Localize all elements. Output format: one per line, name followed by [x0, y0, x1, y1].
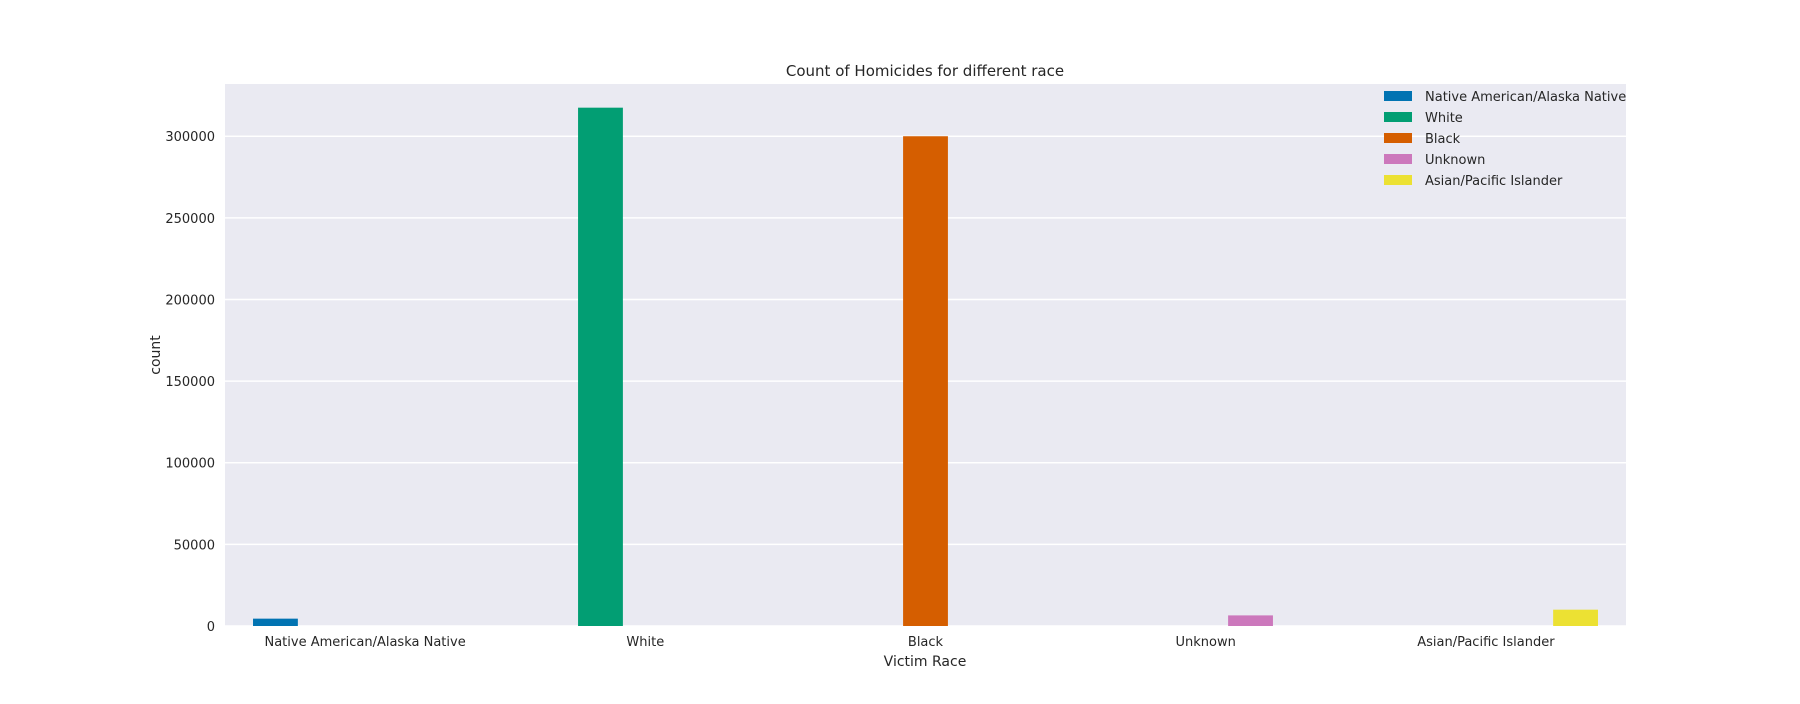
y-tick-label: 100000 [165, 457, 215, 472]
legend-swatch [1384, 112, 1412, 122]
bar-asian-pacific-islander [1553, 609, 1598, 626]
legend-label: Black [1425, 132, 1461, 147]
legend-swatch [1384, 133, 1412, 143]
x-axis-label: Victim Race [884, 654, 967, 670]
y-tick-labels: 0 50000 100000 150000 200000 250000 300000 [165, 130, 215, 635]
y-tick-label: 200000 [165, 293, 215, 308]
bar-black [903, 136, 948, 626]
bar-white [578, 107, 623, 626]
chart-title: Count of Homicides for different race [786, 62, 1064, 80]
x-tick-label: Black [908, 635, 944, 650]
y-tick-label: 150000 [165, 375, 215, 390]
legend: Native American/Alaska Native White Black U… [1384, 90, 1626, 189]
y-tick-label: 300000 [165, 130, 215, 145]
x-tick-label: White [626, 635, 664, 650]
legend-label: Native American/Alaska Native [1425, 90, 1626, 105]
x-tick-label: Native American/Alaska Native [264, 635, 465, 650]
y-axis-label: count [148, 335, 164, 375]
bar-unknown [1228, 615, 1273, 626]
legend-swatch [1384, 91, 1412, 101]
legend-swatch [1384, 154, 1412, 164]
x-tick-label: Unknown [1176, 635, 1236, 650]
bars [253, 107, 1598, 626]
legend-label: Unknown [1425, 153, 1485, 168]
y-tick-label: 0 [207, 620, 215, 635]
x-tick-labels: Native American/Alaska Native White Black U… [264, 635, 1555, 650]
y-tick-label: 50000 [174, 538, 215, 553]
x-tick-label: Asian/Pacific Islander [1417, 635, 1555, 650]
bar-native-american-alaska-native [253, 618, 298, 626]
legend-label: White [1425, 111, 1463, 126]
y-tick-label: 250000 [165, 212, 215, 227]
legend-swatch [1384, 175, 1412, 185]
legend-label: Asian/Pacific Islander [1425, 174, 1563, 189]
